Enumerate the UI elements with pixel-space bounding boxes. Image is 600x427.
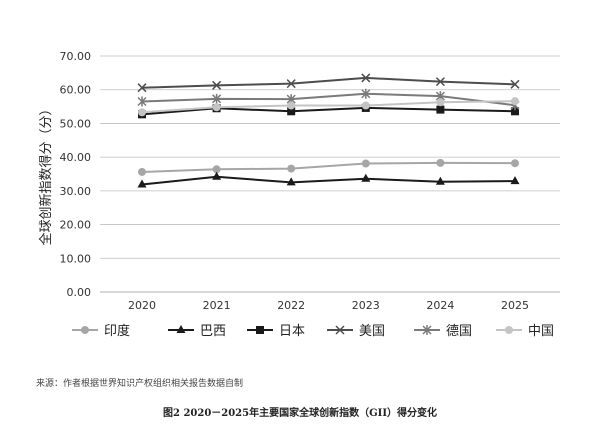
data-point bbox=[510, 79, 520, 89]
series-美国 bbox=[137, 73, 520, 93]
x-tick-label: 2021 bbox=[203, 299, 231, 312]
data-point bbox=[510, 176, 520, 185]
series-line bbox=[141, 106, 516, 116]
series-巴西 bbox=[137, 171, 520, 188]
y-tick-label: 30.00 bbox=[60, 185, 92, 198]
series-line bbox=[141, 100, 516, 114]
legend-label: 日本 bbox=[279, 324, 305, 339]
data-point bbox=[511, 159, 519, 168]
y-tick-label: 40.00 bbox=[60, 151, 92, 164]
data-point bbox=[212, 103, 221, 112]
data-point bbox=[287, 101, 296, 110]
y-tick-label: 10.00 bbox=[60, 252, 92, 265]
x-tick-label: 2020 bbox=[128, 299, 156, 312]
legend-label: 德国 bbox=[446, 324, 472, 339]
figure-caption: 图2 2020－2025年主要国家全球创新指数（GII）得分变化 bbox=[163, 408, 437, 419]
series-德国 bbox=[137, 88, 520, 111]
gridlines bbox=[100, 55, 560, 293]
series-line bbox=[141, 92, 516, 107]
series-中国 bbox=[138, 97, 519, 117]
data-point bbox=[137, 83, 147, 93]
data-point bbox=[176, 325, 186, 333]
data-point bbox=[286, 177, 296, 186]
series-印度 bbox=[138, 158, 519, 176]
source-note: 来源：作者根据世界知识产权组织相关报告数据自制 bbox=[36, 379, 244, 389]
data-point bbox=[505, 326, 513, 334]
y-tick-label: 0.00 bbox=[67, 286, 92, 299]
series-line bbox=[141, 175, 516, 186]
legend-item: 美国 bbox=[327, 324, 385, 339]
data-point bbox=[212, 93, 222, 104]
series-lines bbox=[137, 73, 520, 188]
data-point bbox=[436, 158, 445, 167]
data-point bbox=[511, 97, 519, 106]
data-point bbox=[287, 107, 296, 116]
x-tick-label: 2025 bbox=[501, 299, 529, 312]
legend: 印度 巴西 日本 美国 德国 中国 bbox=[72, 323, 554, 339]
data-point bbox=[137, 96, 147, 107]
y-tick-label: 20.00 bbox=[60, 219, 92, 232]
axes: 0.00 10.00 20.00 30.00 40.00 50.00 60.00 70.00 2… bbox=[60, 50, 530, 312]
y-tick-label: 50.00 bbox=[60, 117, 92, 130]
x-tick-label: 2022 bbox=[277, 299, 305, 312]
legend-label: 印度 bbox=[104, 323, 130, 339]
data-point bbox=[435, 176, 445, 185]
series-line bbox=[141, 161, 516, 173]
data-point bbox=[335, 325, 345, 335]
y-tick-label: 70.00 bbox=[60, 50, 92, 63]
data-point bbox=[361, 173, 371, 182]
data-point bbox=[287, 164, 296, 173]
legend-label: 巴西 bbox=[200, 324, 226, 339]
legend-label: 中国 bbox=[528, 324, 554, 339]
data-point bbox=[286, 79, 296, 89]
data-point bbox=[511, 107, 519, 116]
legend-item: 德国 bbox=[414, 324, 472, 339]
legend-item: 印度 bbox=[72, 323, 130, 339]
legend-label: 美国 bbox=[359, 324, 385, 339]
legend-item: 中国 bbox=[496, 324, 554, 339]
data-point bbox=[436, 105, 445, 114]
data-point bbox=[422, 325, 432, 335]
data-point bbox=[212, 165, 221, 174]
data-point bbox=[256, 326, 264, 334]
x-tick-label: 2024 bbox=[426, 299, 454, 312]
data-point bbox=[212, 80, 222, 90]
data-point bbox=[435, 77, 445, 87]
legend-item: 巴西 bbox=[168, 324, 226, 339]
series-line bbox=[141, 76, 516, 89]
data-point bbox=[436, 98, 445, 107]
data-point bbox=[361, 73, 371, 83]
data-point bbox=[138, 108, 146, 117]
legend-item: 日本 bbox=[247, 324, 305, 339]
data-point bbox=[81, 326, 89, 334]
y-axis-label: 全球创新指数得分（分） bbox=[38, 102, 54, 245]
x-tick-label: 2023 bbox=[352, 299, 380, 312]
data-point bbox=[137, 179, 147, 188]
data-point bbox=[361, 88, 371, 99]
data-point bbox=[361, 159, 370, 168]
y-tick-label: 60.00 bbox=[60, 84, 92, 97]
data-point bbox=[138, 167, 146, 176]
data-point bbox=[361, 101, 370, 110]
data-point bbox=[212, 171, 222, 180]
